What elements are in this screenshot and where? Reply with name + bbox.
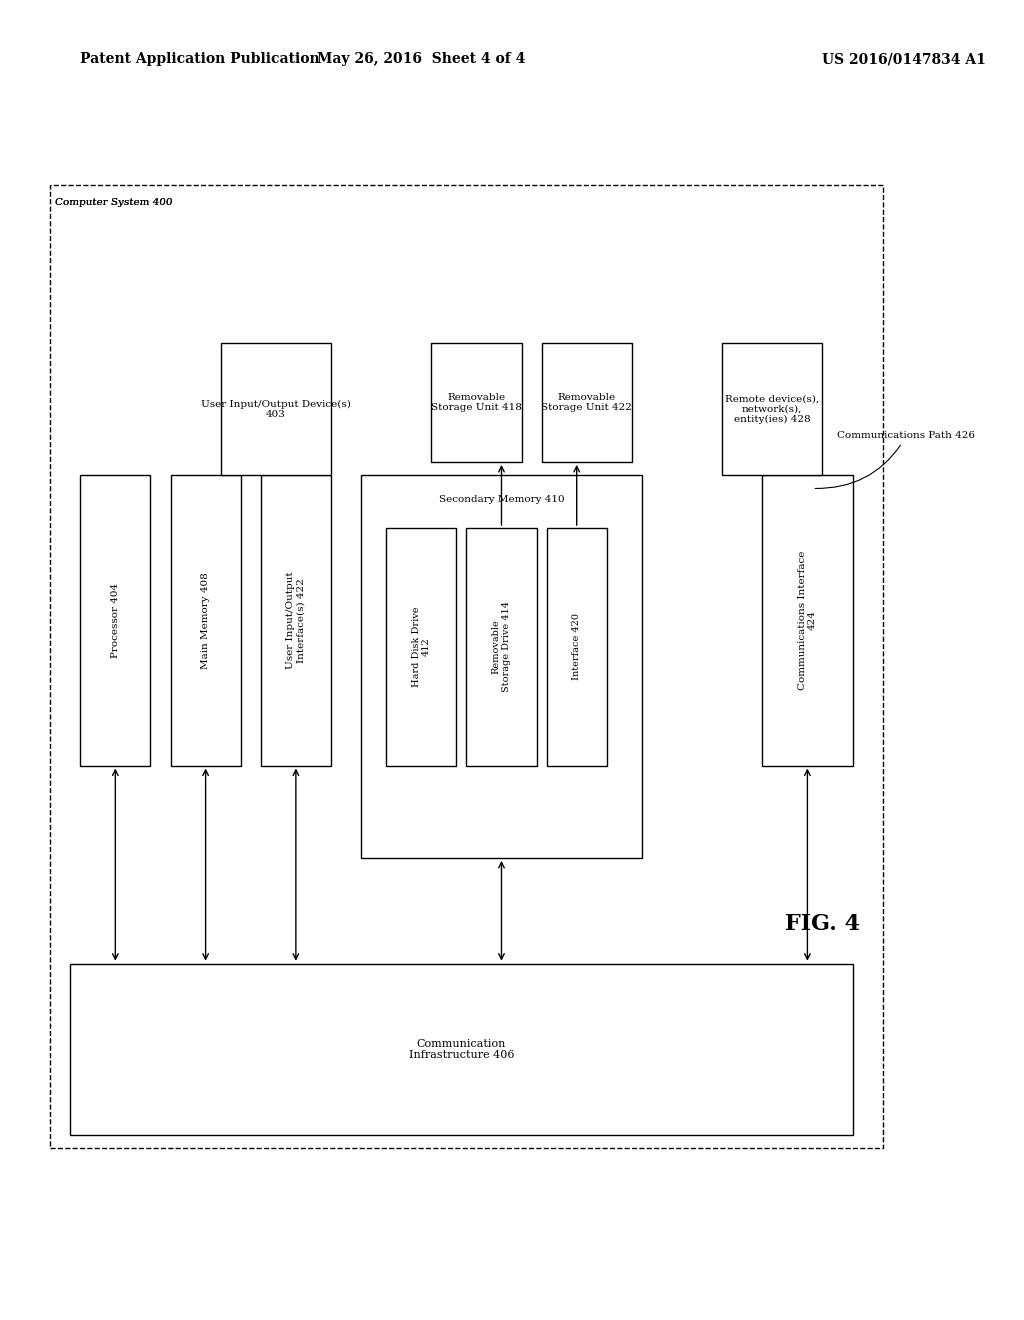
Bar [50, 185, 883, 1148]
Text: US 2016/0147834 A1: US 2016/0147834 A1 [822, 53, 986, 66]
Text: Removable
Storage Unit 422: Removable Storage Unit 422 [542, 393, 632, 412]
Bar [722, 343, 822, 475]
Bar [71, 964, 853, 1135]
Text: Patent Application Publication: Patent Application Publication [80, 53, 319, 66]
Text: Computer System 400: Computer System 400 [55, 198, 173, 207]
Text: May 26, 2016  Sheet 4 of 4: May 26, 2016 Sheet 4 of 4 [317, 53, 525, 66]
Text: User Input/Output
Interface(s) 422: User Input/Output Interface(s) 422 [286, 572, 305, 669]
Bar [220, 343, 331, 475]
Text: User Input/Output Device(s)
403: User Input/Output Device(s) 403 [201, 400, 351, 418]
Bar [762, 475, 853, 766]
Text: Interface 420: Interface 420 [572, 614, 582, 680]
Text: FIG. 4: FIG. 4 [785, 913, 860, 935]
Bar [542, 343, 632, 462]
Text: Remote device(s),
network(s),
entity(ies) 428: Remote device(s), network(s), entity(ies… [725, 395, 819, 424]
Text: Hard Disk Drive
412: Hard Disk Drive 412 [412, 607, 431, 686]
Text: Computer System 400: Computer System 400 [55, 198, 173, 207]
Text: Communication
Infrastructure 406: Communication Infrastructure 406 [409, 1039, 514, 1060]
Bar [361, 475, 642, 858]
Bar [261, 475, 331, 766]
Text: Removable
Storage Drive 414: Removable Storage Drive 414 [492, 602, 511, 692]
Text: Secondary Memory 410: Secondary Memory 410 [438, 495, 564, 504]
Text: Communications Path 426: Communications Path 426 [815, 432, 976, 488]
Bar [171, 475, 241, 766]
Text: Communications Interface
424: Communications Interface 424 [798, 550, 817, 690]
Text: Removable
Storage Unit 418: Removable Storage Unit 418 [431, 393, 522, 412]
Bar [431, 343, 521, 462]
Text: Processor 404: Processor 404 [111, 583, 120, 657]
Bar [80, 475, 151, 766]
Bar [547, 528, 607, 766]
Bar [386, 528, 457, 766]
Text: Main Memory 408: Main Memory 408 [201, 572, 210, 669]
Bar [466, 528, 537, 766]
